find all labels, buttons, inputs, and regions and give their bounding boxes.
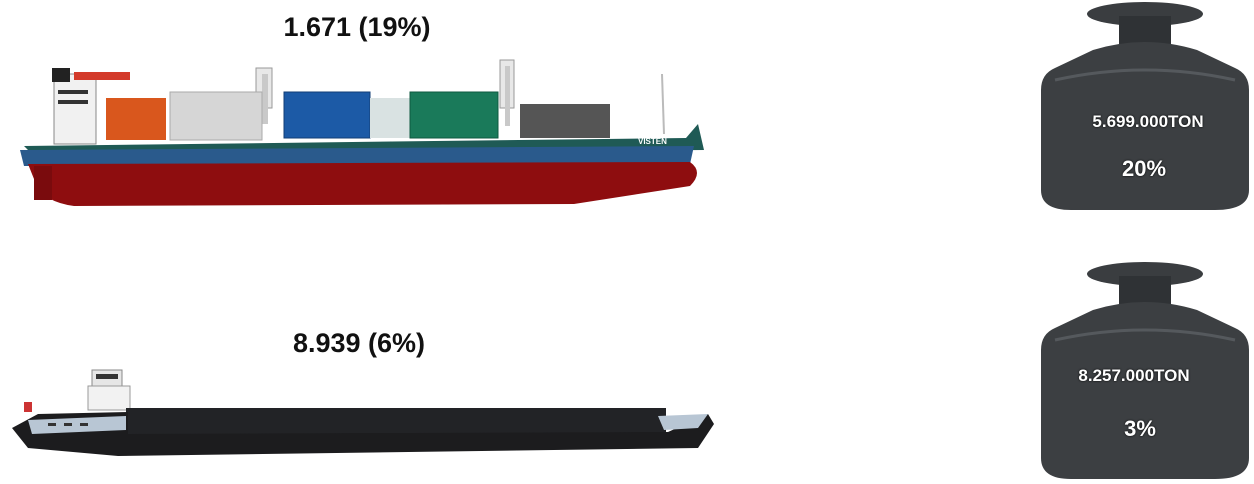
cargo-ship-image: VISTEN [20,59,704,206]
hull-name-text: VISTEN [638,137,667,146]
weight-block-1: 5.699.000TON 20% [1035,0,1253,217]
weight-tons-label: 5.699.000TON [1092,112,1204,131]
iron-weight-icon [1041,262,1249,479]
barge-image [12,369,714,456]
barge-count-label: 8.939 (6%) [292,328,426,358]
weight-percent-label: 20% [1121,156,1167,181]
iron-weight-icon [1041,2,1249,210]
weight-percent-label: 3% [1124,416,1156,441]
cargo-ship-count-label: 1.671 (19%) [283,12,431,42]
weight-tons-label: 8.257.000TON [1078,366,1190,385]
weight-block-2: 8.257.000TON 3% [1035,258,1253,484]
